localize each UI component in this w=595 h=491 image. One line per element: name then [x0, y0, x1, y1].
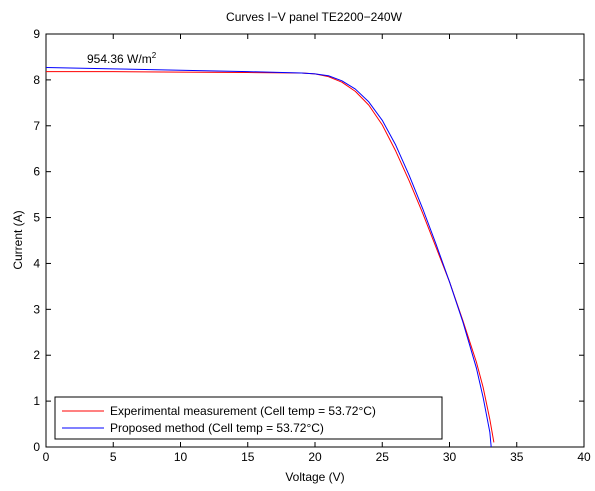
chart-title: Curves I−V panel TE2200−240W: [226, 10, 403, 24]
x-tick-label: 40: [577, 450, 591, 464]
plot-area: 0 5 10 15 20 25 30 35 40 0 1 2 3 4 5 6 7 8 9: [33, 27, 591, 464]
y-tick-label: 7: [33, 119, 40, 133]
annotation-irradiance: 954.36 W/m2: [87, 51, 157, 66]
x-tick-label: 20: [308, 450, 322, 464]
legend-label-proposed: Proposed method (Cell temp = 53.72°C): [110, 421, 324, 435]
ticks-layer: 0 5 10 15 20 25 30 35 40 0 1 2 3 4 5 6 7 8 9: [33, 27, 591, 464]
series-line-proposed: [45, 67, 492, 448]
x-tick-label: 10: [174, 450, 188, 464]
y-tick-label: 6: [33, 165, 40, 179]
legend-label-experimental: Experimental measurement (Cell temp = 53…: [110, 404, 376, 418]
x-tick-label: 25: [376, 450, 390, 464]
legend-box: [54, 396, 443, 440]
y-tick-label: 3: [33, 302, 40, 316]
y-tick-label: 0: [33, 440, 40, 454]
annotation-irradiance-text: 954.36 W/m: [87, 52, 152, 66]
x-tick-label: 35: [510, 450, 524, 464]
y-tick-label: 9: [33, 27, 40, 41]
y-tick-label: 1: [33, 394, 40, 408]
y-tick-label: 5: [33, 211, 40, 225]
x-tick-label: 5: [110, 450, 117, 464]
series-layer: [45, 67, 495, 448]
y-tick-label: 4: [33, 256, 40, 270]
x-tick-label: 0: [43, 450, 50, 464]
y-tick-label: 8: [33, 73, 40, 87]
annotation-irradiance-superscript: 2: [152, 51, 157, 60]
y-axis-label: Current (A): [11, 210, 25, 269]
x-tick-label: 30: [443, 450, 457, 464]
legend: Experimental measurement (Cell temp = 53…: [54, 396, 443, 440]
y-tick-label: 2: [33, 348, 40, 362]
plot-frame: [45, 33, 585, 448]
series-line-experimental: [46, 71, 495, 443]
x-axis-label: Voltage (V): [285, 470, 344, 484]
x-tick-label: 15: [241, 450, 255, 464]
